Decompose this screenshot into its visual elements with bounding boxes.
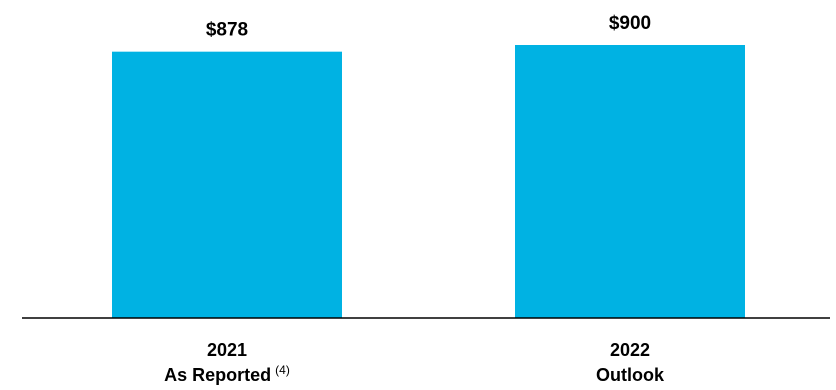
- category-subtitle-text: Outlook: [596, 365, 665, 385]
- footnote-superscript: (4): [275, 363, 290, 377]
- bars-group: [112, 45, 745, 318]
- category-year-label: 2021: [207, 340, 247, 360]
- data-labels-group: $878 $900: [206, 13, 651, 41]
- category-subtitle-label: Outlook: [596, 365, 665, 385]
- category-subtitle-text: As Reported: [164, 365, 271, 385]
- data-label-2022: $900: [609, 13, 651, 34]
- category-subtitle-label: As Reported (4): [164, 363, 290, 385]
- bar-2022: [515, 45, 745, 318]
- category-labels-group: 2021 As Reported (4) 2022 Outlook: [164, 340, 665, 385]
- data-label-2021: $878: [206, 20, 248, 41]
- category-year-label: 2022: [610, 340, 650, 360]
- bar-2021: [112, 51, 342, 318]
